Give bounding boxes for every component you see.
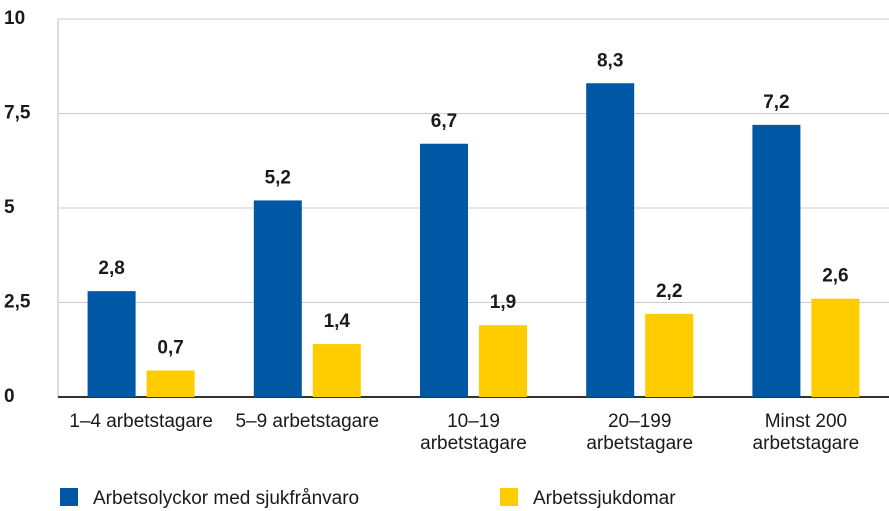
bar xyxy=(645,313,694,397)
value-label: 0,7 xyxy=(157,338,183,359)
bar xyxy=(87,291,136,397)
value-label: 7,2 xyxy=(763,92,789,113)
y-tick-label: 10 xyxy=(4,8,25,29)
bar xyxy=(312,344,361,397)
bar xyxy=(811,298,860,397)
legend-label: Arbetssjukdomar xyxy=(533,488,676,509)
y-tick-label: 0 xyxy=(4,386,15,407)
value-label: 8,3 xyxy=(597,50,623,71)
y-tick-label: 7,5 xyxy=(4,103,31,124)
bar xyxy=(586,83,635,397)
x-tick-label: 10–19 arbetstagare xyxy=(420,411,527,454)
x-tick-label: 1–4 arbetstagare xyxy=(69,411,213,432)
bar xyxy=(420,143,468,397)
bar xyxy=(253,200,302,397)
y-tick-label: 2,5 xyxy=(4,292,31,313)
legend-swatch xyxy=(60,488,78,506)
x-tick-label: 5–9 arbetstagare xyxy=(235,411,380,432)
value-label: 2,6 xyxy=(822,266,848,287)
value-label: 2,8 xyxy=(98,258,124,279)
bar xyxy=(479,325,527,397)
y-tick-label: 5 xyxy=(4,197,15,218)
bar xyxy=(752,124,801,397)
value-label: 2,2 xyxy=(656,281,682,302)
value-label: 1,4 xyxy=(324,311,351,332)
x-tick-label: 20–199 arbetstagare xyxy=(586,411,694,454)
value-label: 1,9 xyxy=(490,292,516,313)
x-tick-label: Minst 200 arbetstagare xyxy=(752,411,860,454)
legend-swatch xyxy=(500,488,518,506)
value-label: 6,7 xyxy=(431,111,457,132)
value-label: 5,2 xyxy=(265,167,291,188)
legend-label: Arbetsolyckor med sjukfrånvaro xyxy=(93,488,359,509)
bar xyxy=(146,370,195,397)
